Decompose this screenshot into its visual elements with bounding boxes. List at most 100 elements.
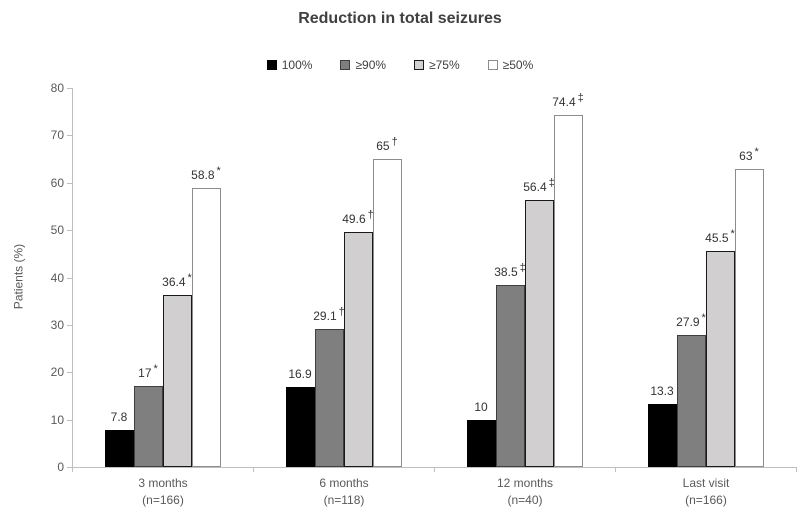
- bar-value: 49.6: [342, 212, 366, 226]
- bar-value-label: 45.5 *: [705, 228, 735, 246]
- bar-value: 17: [138, 366, 152, 380]
- bar-≥75%-Last visit: [706, 251, 735, 467]
- bar-value: 58.8: [191, 168, 215, 182]
- bar-value-label: 7.8: [111, 410, 128, 424]
- legend-item-ge75pct: ≥75%: [414, 58, 460, 72]
- legend-item-ge50pct: ≥50%: [487, 58, 534, 72]
- significance-marker: †: [338, 306, 345, 318]
- bar-value-label: 13.3: [650, 384, 673, 398]
- bar-≥90%-Last visit: [677, 335, 706, 467]
- bar-value-label: 17 *: [138, 363, 158, 381]
- category-label: 12 months (n=40): [497, 475, 553, 509]
- y-tick-label: 0: [57, 460, 64, 474]
- significance-marker: ‡: [519, 262, 526, 274]
- bar-value: 38.5: [494, 265, 518, 279]
- category-label: 6 months (n=118): [319, 475, 368, 509]
- bar-≥90%-6 months: [315, 329, 344, 467]
- y-axis-line: [72, 88, 73, 467]
- significance-marker: *: [216, 165, 221, 177]
- x-tick-mark: [615, 467, 616, 472]
- bar-value-label: 36.4 *: [162, 272, 192, 290]
- significance-marker: *: [754, 146, 759, 158]
- chart-title: Reduction in total seizures: [298, 10, 502, 27]
- significance-marker: ‡: [548, 177, 555, 189]
- bar-value: 65: [376, 139, 390, 153]
- y-tick-label: 70: [50, 128, 64, 143]
- category-label: Last visit (n=166): [683, 475, 730, 509]
- bar-value-label: 56.4 ‡: [523, 177, 555, 195]
- bar-value-label: 49.6 †: [342, 209, 374, 227]
- bar-≥90%-12 months: [496, 285, 525, 467]
- y-axis-title: Patients (%): [11, 243, 26, 310]
- bar-value: 56.4: [523, 180, 547, 194]
- x-tick-mark: [253, 467, 254, 472]
- bar-value-label: 58.8 *: [191, 165, 221, 183]
- y-tick-mark: [67, 230, 72, 232]
- bar-≥50%-3 months: [192, 188, 221, 467]
- category-name: Last visit: [682, 476, 730, 490]
- legend-label-ge50pct: ≥50%: [502, 58, 534, 72]
- legend-label-100pct: 100%: [281, 58, 313, 72]
- y-tick-mark: [67, 135, 72, 137]
- bar-value: 74.4: [552, 95, 576, 109]
- bar-value: 13.3: [650, 384, 674, 398]
- legend: 100% ≥90% ≥75% ≥50%: [0, 58, 800, 72]
- legend-swatch-ge90pct-icon: [340, 60, 351, 70]
- y-tick-label: 50: [50, 223, 64, 238]
- bar-100%-12 months: [467, 420, 496, 467]
- bar-value-label: 10: [474, 400, 487, 414]
- bar-value-label: 63 *: [739, 146, 759, 164]
- bar-value: 27.9: [676, 315, 700, 329]
- category-name: 6 months: [319, 476, 369, 490]
- bar-value: 45.5: [705, 231, 729, 245]
- legend-label-ge90pct: ≥90%: [355, 58, 387, 72]
- bar-value: 10: [474, 400, 488, 414]
- legend-swatch-ge50pct-icon: [487, 60, 498, 70]
- y-tick-mark: [67, 419, 72, 421]
- bar-≥75%-3 months: [163, 295, 192, 467]
- bar-≥75%-12 months: [525, 200, 554, 467]
- legend-item-ge90pct: ≥90%: [340, 58, 386, 72]
- bar-value: 16.9: [288, 367, 312, 381]
- x-tick-mark: [796, 467, 797, 472]
- y-tick-mark: [67, 88, 72, 89]
- significance-marker: *: [187, 272, 192, 284]
- legend-label-ge75pct: ≥75%: [429, 58, 460, 72]
- bar-100%-Last visit: [648, 404, 677, 467]
- y-tick-label: 40: [50, 270, 64, 285]
- significance-marker: *: [153, 363, 158, 375]
- bar-value-label: 27.9 *: [676, 312, 706, 330]
- category-label: 3 months (n=166): [138, 475, 187, 509]
- bar-value-label: 29.1 †: [313, 306, 345, 324]
- category-n-count: (n=118): [323, 493, 365, 507]
- x-tick-mark: [72, 467, 73, 472]
- bar-value-label: 74.4 ‡: [552, 92, 584, 110]
- bar-≥90%-3 months: [134, 386, 163, 467]
- legend-swatch-ge75pct-icon: [414, 60, 425, 70]
- bar-value: 63: [739, 149, 753, 163]
- significance-marker: *: [701, 312, 706, 324]
- legend-item-100pct: 100%: [266, 58, 313, 72]
- bar-value-label: 65 †: [376, 136, 398, 154]
- category-n-count: (n=166): [685, 493, 727, 507]
- bar-≥75%-6 months: [344, 232, 373, 467]
- significance-marker: *: [730, 228, 735, 240]
- bar-value-label: 16.9: [288, 367, 311, 381]
- bar-value: 29.1: [313, 309, 337, 323]
- category-name: 3 months: [138, 476, 188, 490]
- bar-100%-3 months: [105, 430, 134, 467]
- significance-marker: †: [367, 209, 374, 221]
- x-tick-mark: [434, 467, 435, 472]
- y-tick-label: 60: [50, 175, 64, 190]
- y-tick-mark: [67, 467, 72, 468]
- y-tick-label: 10: [50, 412, 64, 427]
- category-n-count: (n=166): [142, 493, 184, 507]
- bar-100%-6 months: [286, 387, 315, 467]
- y-tick-mark: [67, 277, 72, 279]
- significance-marker: ‡: [577, 92, 584, 104]
- significance-marker: †: [391, 136, 398, 148]
- y-tick-mark: [67, 372, 72, 374]
- category-n-count: (n=40): [507, 493, 543, 507]
- bar-≥50%-12 months: [554, 115, 583, 467]
